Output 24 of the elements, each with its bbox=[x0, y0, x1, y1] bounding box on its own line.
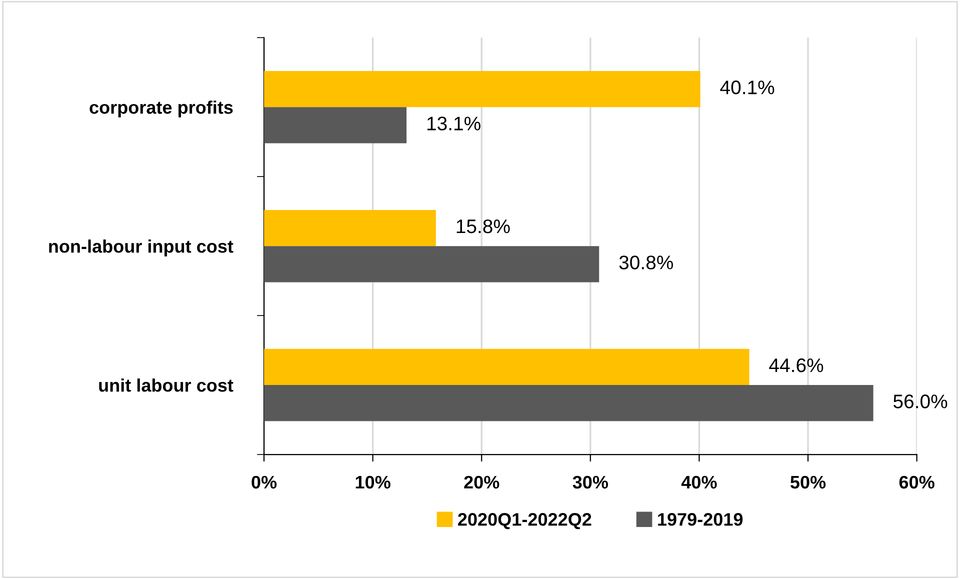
x-tick-label: 50% bbox=[790, 476, 826, 489]
bar bbox=[264, 210, 436, 246]
bar bbox=[264, 107, 407, 144]
y-tick-label: corporate profits bbox=[90, 100, 233, 118]
bar bbox=[264, 70, 700, 108]
x-tick-label: 0% bbox=[252, 476, 277, 489]
bar bbox=[264, 385, 874, 422]
y-tick-label: non-labour input cost bbox=[49, 240, 234, 256]
y-tick-label: unit labour cost bbox=[99, 378, 234, 392]
data-label: 56.0% bbox=[894, 394, 948, 408]
data-label: 30.8% bbox=[619, 256, 673, 270]
bar bbox=[264, 246, 600, 282]
bar bbox=[264, 348, 750, 386]
data-label: 40.1% bbox=[720, 80, 774, 94]
x-tick-label: 30% bbox=[572, 476, 608, 489]
data-label: 44.6% bbox=[769, 358, 824, 372]
x-tick-label: 60% bbox=[899, 476, 934, 489]
legend-label: 2020Q1-2022Q2 bbox=[458, 513, 592, 530]
data-label: 13.1% bbox=[427, 116, 480, 130]
legend-label: 1979-2019 bbox=[658, 513, 743, 526]
x-tick-label: 20% bbox=[464, 476, 500, 489]
x-tick-label: 10% bbox=[356, 476, 390, 489]
data-label: 15.8% bbox=[456, 219, 510, 234]
x-tick-label: 40% bbox=[681, 476, 717, 489]
